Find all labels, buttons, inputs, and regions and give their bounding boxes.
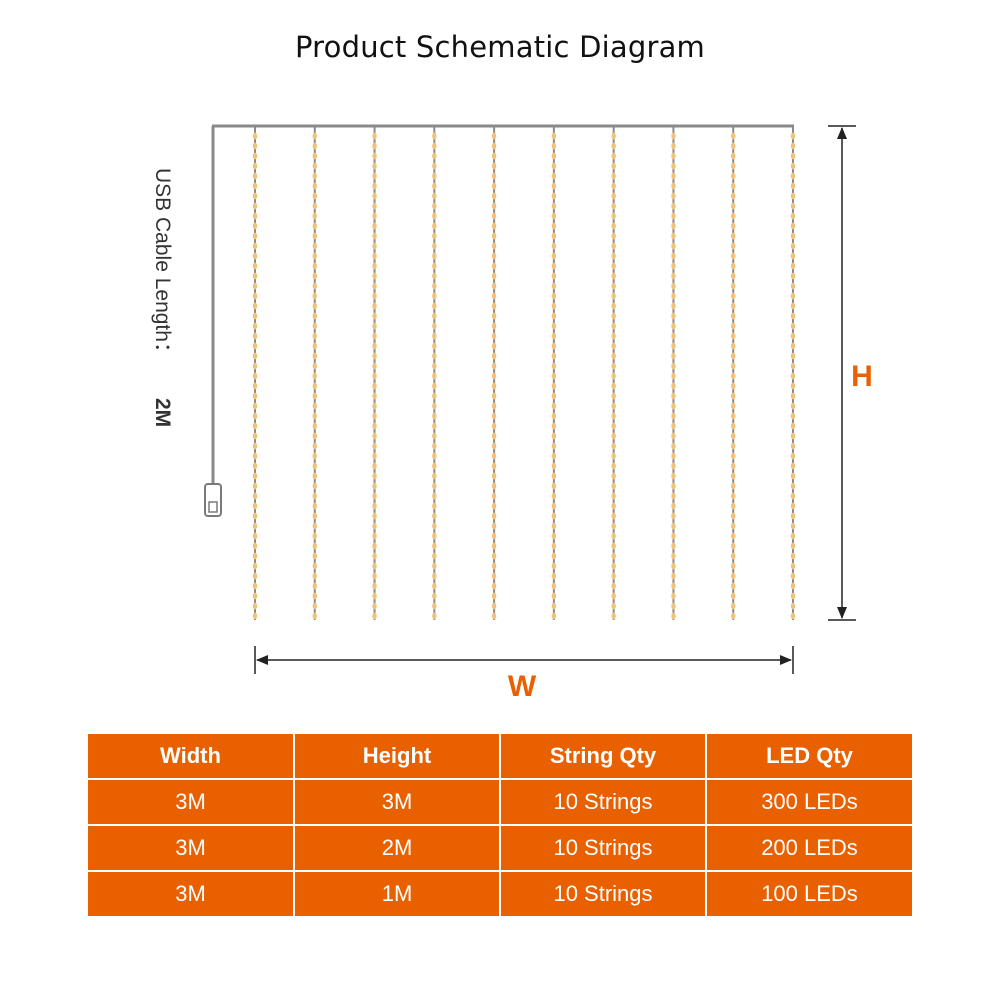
cell-string-qty: 10 Strings xyxy=(499,870,707,916)
width-label: W xyxy=(508,670,537,703)
cell-height: 3M xyxy=(293,778,501,826)
cell-led-qty: 100 LEDs xyxy=(705,870,912,916)
width-dimension xyxy=(254,646,794,674)
table-row: 3M 2M 10 Strings 200 LEDs xyxy=(88,824,912,872)
cell-height: 2M xyxy=(293,824,501,872)
height-dimension xyxy=(828,125,856,621)
header-string-qty: String Qty xyxy=(499,734,707,780)
cable-length-label: USB Cable Length： xyxy=(151,168,174,363)
led-string xyxy=(790,126,796,620)
cell-string-qty: 10 Strings xyxy=(499,778,707,826)
cell-height: 1M xyxy=(293,870,501,916)
table-row: 3M 1M 10 Strings 100 LEDs xyxy=(88,870,912,916)
cable-length-value: 2M xyxy=(151,398,174,427)
led-string xyxy=(491,126,497,620)
table-row: 3M 3M 10 Strings 300 LEDs xyxy=(88,778,912,826)
usb-plug-icon xyxy=(204,483,222,517)
led-string xyxy=(252,126,258,620)
page-title: Product Schematic Diagram xyxy=(294,30,706,64)
spec-table: Width Height String Qty LED Qty 3M 3M 10… xyxy=(88,734,912,916)
led-string xyxy=(611,126,616,620)
led-strings xyxy=(252,126,796,620)
table-header-row: Width Height String Qty LED Qty xyxy=(88,734,912,780)
led-string xyxy=(671,126,676,620)
led-string xyxy=(551,126,557,620)
schematic-diagram: USB Cable Length： 2M H W xyxy=(151,124,873,703)
led-string xyxy=(731,126,736,620)
cell-led-qty: 200 LEDs xyxy=(705,824,912,872)
led-string xyxy=(432,126,437,620)
led-string xyxy=(312,126,317,620)
led-string xyxy=(372,126,377,620)
header-led-qty: LED Qty xyxy=(705,734,912,780)
cell-width: 3M xyxy=(88,870,295,916)
cell-width: 3M xyxy=(88,824,295,872)
cell-width: 3M xyxy=(88,778,295,826)
header-width: Width xyxy=(88,734,295,780)
cell-led-qty: 300 LEDs xyxy=(705,778,912,826)
cell-string-qty: 10 Strings xyxy=(499,824,707,872)
header-height: Height xyxy=(293,734,501,780)
height-label: H xyxy=(851,360,873,393)
